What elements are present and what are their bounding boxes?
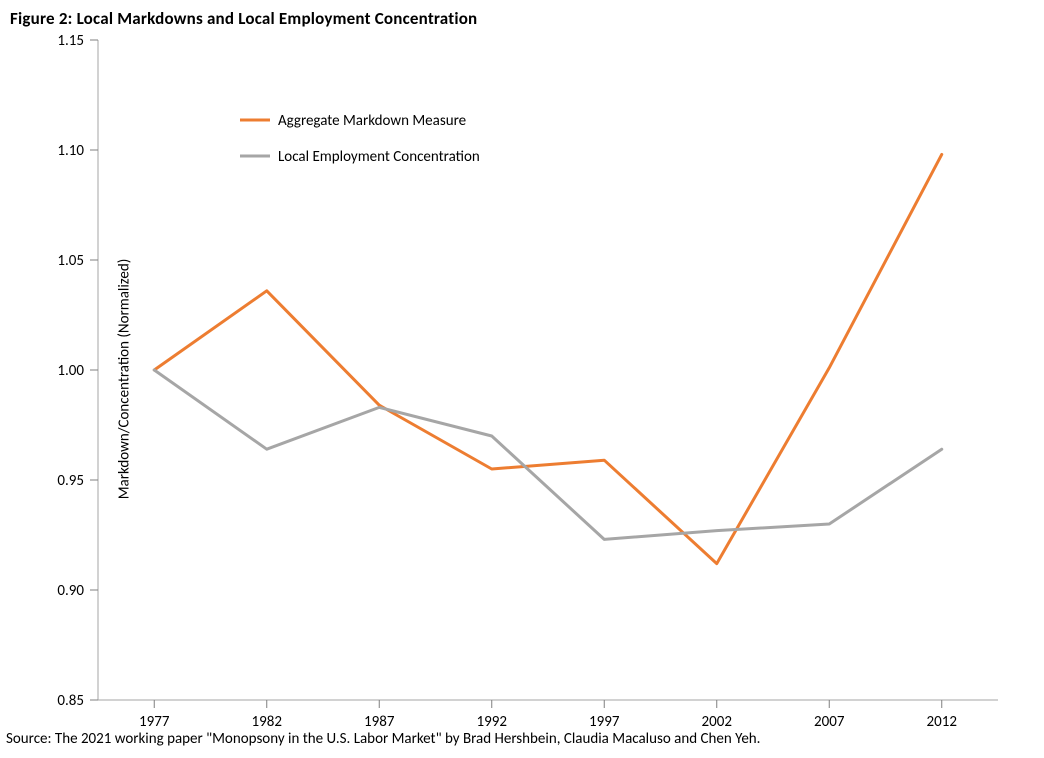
y-tick-label: 1.15 [57,32,84,50]
y-tick-label: 0.90 [57,582,84,600]
series-line-0 [154,154,942,563]
x-tick-label: 1992 [477,713,507,731]
line-chart: 0.85 0.90 0.95 1.00 1.05 1.10 1.15 1977 1982 1987… [0,0,1044,758]
x-tick-label: 1987 [364,713,395,731]
x-tick-label: 1982 [252,713,282,731]
y-tick-label: 1.10 [57,142,84,160]
page: Figure 2: Local Markdowns and Local Empl… [0,0,1044,758]
series-line-1 [154,370,942,539]
legend-label-1: Local Employment Concentration [278,148,480,166]
x-tick-label: 2007 [814,713,845,731]
source-citation: Source: The 2021 working paper "Monopson… [6,730,760,748]
x-tick-label: 2002 [702,713,732,731]
y-tick-label: 0.95 [57,472,84,490]
y-tick-label: 1.00 [57,362,84,380]
x-tick-label: 1977 [139,713,170,731]
legend-label-0: Aggregate Markdown Measure [278,112,466,130]
x-tick-label: 1997 [589,713,620,731]
y-tick-label: 1.05 [57,252,84,270]
y-tick-label: 0.85 [57,692,84,710]
x-tick-label: 2012 [927,713,957,731]
